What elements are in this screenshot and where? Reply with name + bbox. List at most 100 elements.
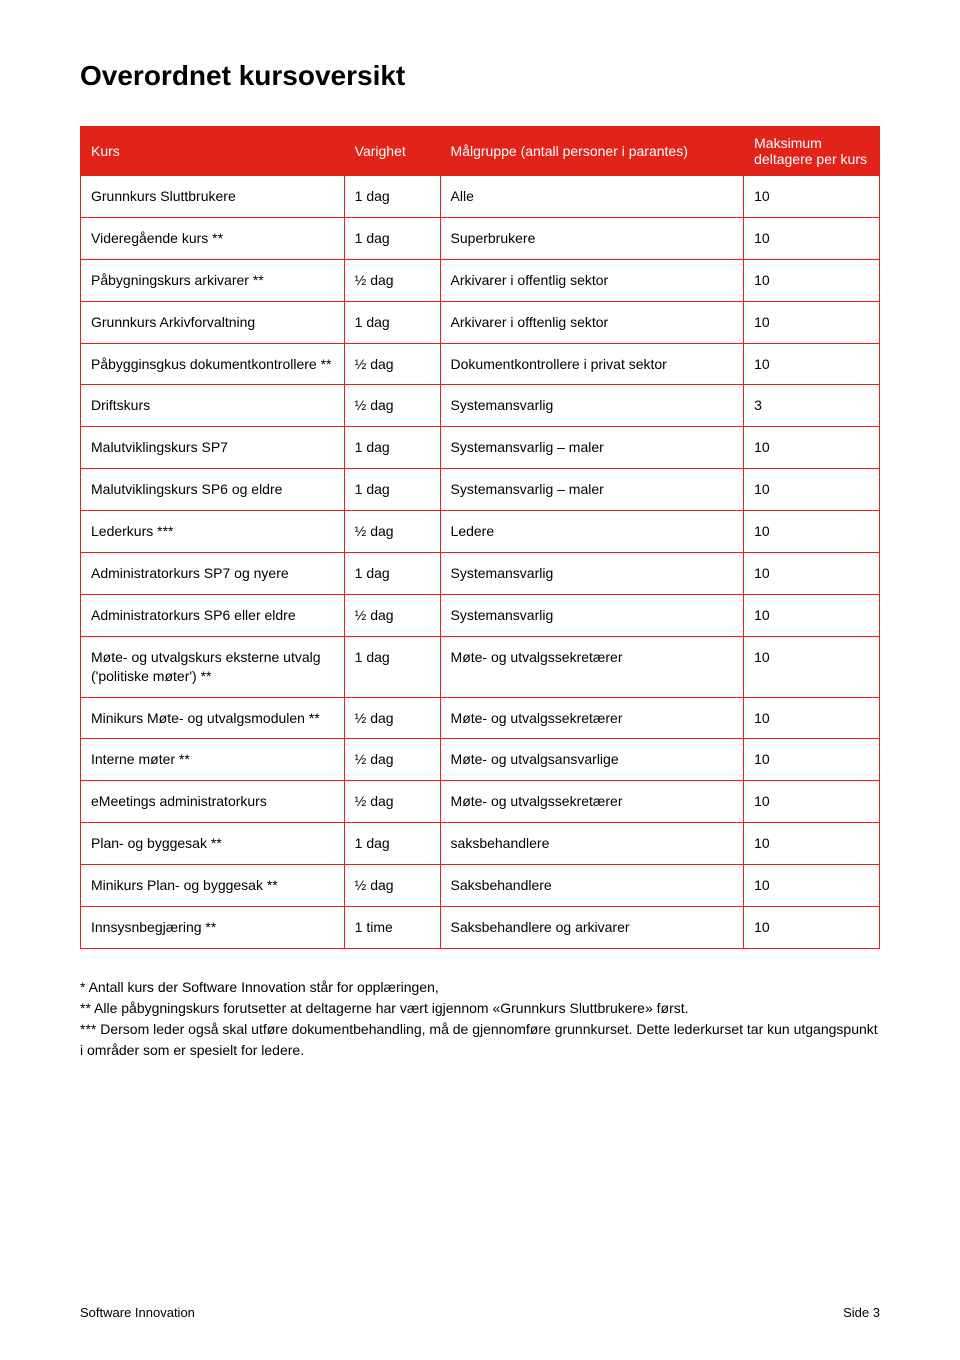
table-cell: 10 (744, 259, 880, 301)
table-row: Grunnkurs Sluttbrukere1 dagAlle10 (81, 176, 880, 218)
table-row: Minikurs Plan- og byggesak **½ dagSaksbe… (81, 865, 880, 907)
table-row: Administratorkurs SP6 eller eldre½ dagSy… (81, 594, 880, 636)
table-row: Malutviklingskurs SP6 og eldre1 dagSyste… (81, 469, 880, 511)
table-cell: Møte- og utvalgssekretærer (440, 697, 744, 739)
table-cell: Alle (440, 176, 744, 218)
table-cell: Malutviklingskurs SP7 (81, 427, 345, 469)
table-cell: 10 (744, 553, 880, 595)
col-varighet: Varighet (344, 127, 440, 176)
table-cell: ½ dag (344, 865, 440, 907)
table-cell: 10 (744, 343, 880, 385)
course-table: Kurs Varighet Målgruppe (antall personer… (80, 126, 880, 949)
table-cell: Superbrukere (440, 217, 744, 259)
table-cell: 1 dag (344, 176, 440, 218)
table-cell: Malutviklingskurs SP6 og eldre (81, 469, 345, 511)
table-row: Administratorkurs SP7 og nyere1 dagSyste… (81, 553, 880, 595)
table-row: Påbygginsgkus dokumentkontrollere **½ da… (81, 343, 880, 385)
table-cell: 1 time (344, 907, 440, 949)
table-cell: Lederkurs *** (81, 511, 345, 553)
table-cell: ½ dag (344, 781, 440, 823)
table-cell: 10 (744, 865, 880, 907)
table-cell: Systemansvarlig – maler (440, 427, 744, 469)
table-cell: eMeetings administratorkurs (81, 781, 345, 823)
table-cell: ½ dag (344, 594, 440, 636)
table-row: Malutviklingskurs SP71 dagSystemansvarli… (81, 427, 880, 469)
table-header-row: Kurs Varighet Målgruppe (antall personer… (81, 127, 880, 176)
table-cell: 3 (744, 385, 880, 427)
table-cell: Møte- og utvalgsansvarlige (440, 739, 744, 781)
table-cell: ½ dag (344, 511, 440, 553)
table-cell: 10 (744, 594, 880, 636)
footnote-line: * Antall kurs der Software Innovation st… (80, 977, 880, 998)
table-cell: saksbehandlere (440, 823, 744, 865)
table-cell: Driftskurs (81, 385, 345, 427)
table-cell: 10 (744, 739, 880, 781)
table-row: Lederkurs ***½ dagLedere10 (81, 511, 880, 553)
table-cell: Videregående kurs ** (81, 217, 345, 259)
table-cell: 10 (744, 907, 880, 949)
table-cell: 10 (744, 469, 880, 511)
table-cell: Saksbehandlere og arkivarer (440, 907, 744, 949)
table-cell: ½ dag (344, 259, 440, 301)
table-cell: Systemansvarlig – maler (440, 469, 744, 511)
table-cell: Dokumentkontrollere i privat sektor (440, 343, 744, 385)
table-cell: ½ dag (344, 343, 440, 385)
table-cell: 10 (744, 781, 880, 823)
table-cell: Systemansvarlig (440, 553, 744, 595)
table-cell: Ledere (440, 511, 744, 553)
table-cell: Møte- og utvalgssekretærer (440, 636, 744, 697)
table-row: Påbygningskurs arkivarer **½ dagArkivare… (81, 259, 880, 301)
table-cell: Administratorkurs SP6 eller eldre (81, 594, 345, 636)
table-cell: 10 (744, 427, 880, 469)
table-cell: Grunnkurs Arkivforvaltning (81, 301, 345, 343)
table-cell: Minikurs Plan- og byggesak ** (81, 865, 345, 907)
col-maksimum: Maksimum deltagere per kurs (744, 127, 880, 176)
table-cell: Systemansvarlig (440, 385, 744, 427)
table-row: Plan- og byggesak **1 dagsaksbehandlere1… (81, 823, 880, 865)
table-cell: 1 dag (344, 301, 440, 343)
table-cell: Innsysnbegjæring ** (81, 907, 345, 949)
table-cell: ½ dag (344, 385, 440, 427)
table-cell: ½ dag (344, 697, 440, 739)
table-row: eMeetings administratorkurs½ dagMøte- og… (81, 781, 880, 823)
table-row: Møte- og utvalgskurs eksterne utvalg ('p… (81, 636, 880, 697)
table-cell: Påbygningskurs arkivarer ** (81, 259, 345, 301)
table-cell: 10 (744, 301, 880, 343)
table-cell: 1 dag (344, 553, 440, 595)
footnotes: * Antall kurs der Software Innovation st… (80, 977, 880, 1061)
page-footer: Software Innovation Side 3 (80, 1305, 880, 1320)
footnote-line: ** Alle påbygningskurs forutsetter at de… (80, 998, 880, 1019)
table-cell: 1 dag (344, 823, 440, 865)
table-row: Videregående kurs **1 dagSuperbrukere10 (81, 217, 880, 259)
table-cell: Minikurs Møte- og utvalgsmodulen ** (81, 697, 345, 739)
table-cell: Arkivarer i offtenlig sektor (440, 301, 744, 343)
table-cell: Saksbehandlere (440, 865, 744, 907)
table-cell: Møte- og utvalgssekretærer (440, 781, 744, 823)
table-row: Innsysnbegjæring **1 timeSaksbehandlere … (81, 907, 880, 949)
table-cell: 1 dag (344, 427, 440, 469)
table-cell: 1 dag (344, 217, 440, 259)
col-kurs: Kurs (81, 127, 345, 176)
table-cell: Grunnkurs Sluttbrukere (81, 176, 345, 218)
table-cell: 1 dag (344, 469, 440, 511)
table-cell: Interne møter ** (81, 739, 345, 781)
table-cell: Systemansvarlig (440, 594, 744, 636)
table-cell: 10 (744, 176, 880, 218)
col-malgruppe: Målgruppe (antall personer i parantes) (440, 127, 744, 176)
table-cell: ½ dag (344, 739, 440, 781)
table-cell: Administratorkurs SP7 og nyere (81, 553, 345, 595)
table-cell: Møte- og utvalgskurs eksterne utvalg ('p… (81, 636, 345, 697)
table-cell: 1 dag (344, 636, 440, 697)
table-cell: 10 (744, 217, 880, 259)
page-title: Overordnet kursoversikt (80, 60, 880, 92)
footnote-line: *** Dersom leder også skal utføre dokume… (80, 1019, 880, 1061)
footer-left: Software Innovation (80, 1305, 195, 1320)
table-row: Grunnkurs Arkivforvaltning1 dagArkivarer… (81, 301, 880, 343)
footer-right: Side 3 (843, 1305, 880, 1320)
table-cell: Arkivarer i offentlig sektor (440, 259, 744, 301)
table-cell: Plan- og byggesak ** (81, 823, 345, 865)
table-cell: 10 (744, 697, 880, 739)
table-cell: 10 (744, 823, 880, 865)
table-row: Interne møter **½ dagMøte- og utvalgsans… (81, 739, 880, 781)
table-row: Minikurs Møte- og utvalgsmodulen **½ dag… (81, 697, 880, 739)
